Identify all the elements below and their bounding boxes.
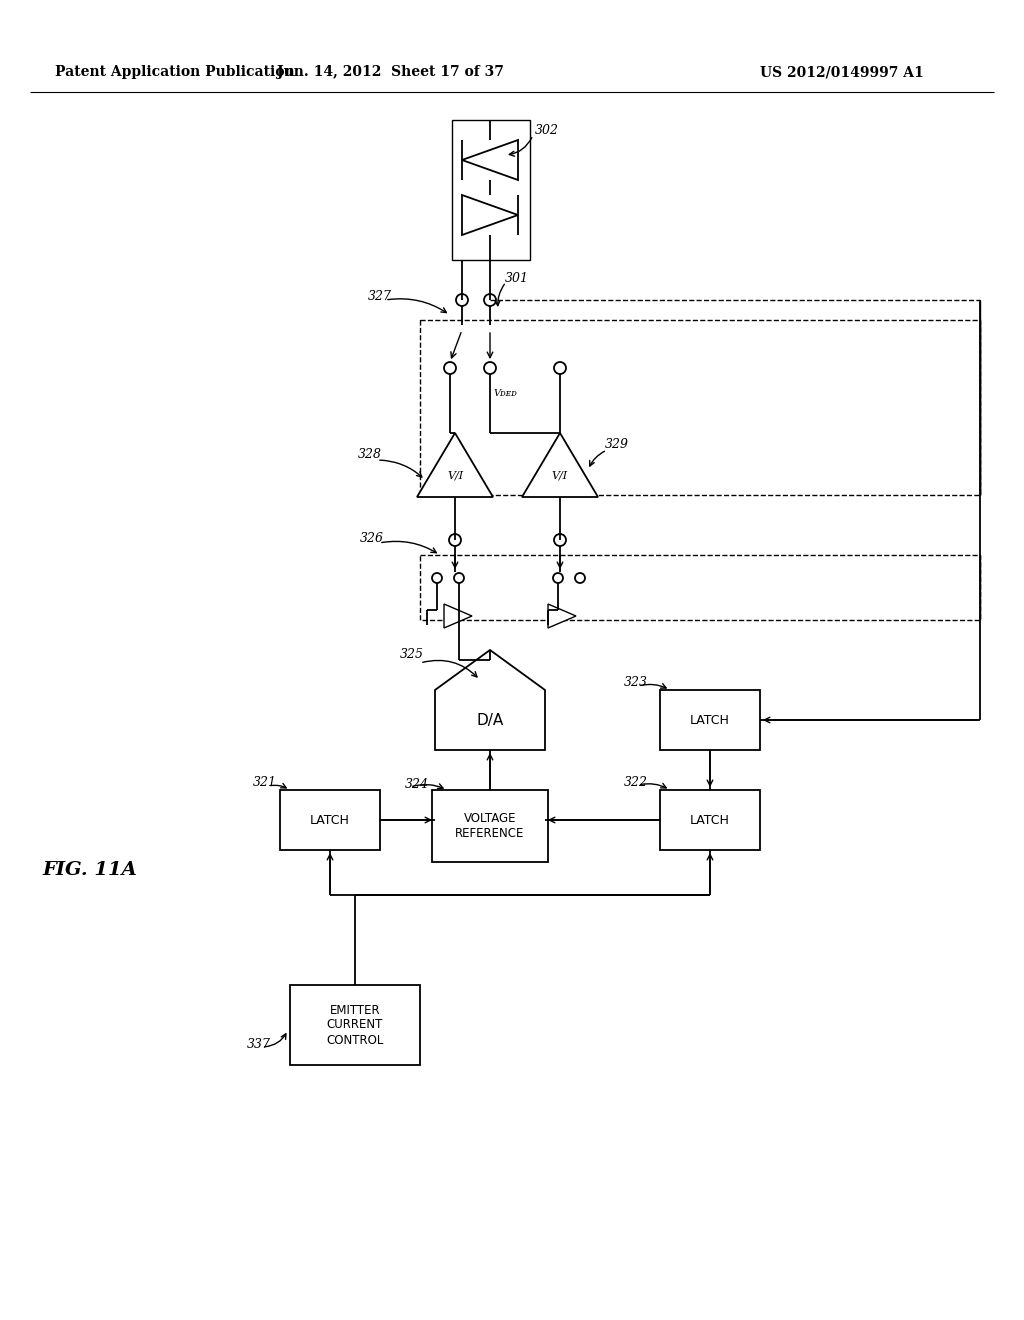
Text: 323: 323: [624, 676, 648, 689]
Text: 328: 328: [358, 449, 382, 462]
Text: 324: 324: [406, 779, 429, 792]
Bar: [420, 319, 980, 495]
Polygon shape: [548, 605, 575, 628]
Text: Patent Application Publication: Patent Application Publication: [55, 65, 295, 79]
Text: 302: 302: [535, 124, 559, 136]
Text: Jun. 14, 2012  Sheet 17 of 37: Jun. 14, 2012 Sheet 17 of 37: [276, 65, 504, 79]
Text: LATCH: LATCH: [310, 813, 350, 826]
Bar: [420, 554, 980, 620]
Bar: [290, 985, 420, 1065]
Text: 326: 326: [360, 532, 384, 544]
Text: EMITTER
CURRENT
CONTROL: EMITTER CURRENT CONTROL: [327, 1003, 384, 1047]
Bar: [452, 120, 530, 260]
Text: VOLTAGE
REFERENCE: VOLTAGE REFERENCE: [456, 812, 524, 840]
Polygon shape: [522, 433, 598, 498]
Text: 325: 325: [400, 648, 424, 661]
Polygon shape: [444, 605, 472, 628]
Text: LATCH: LATCH: [690, 813, 730, 826]
Bar: [660, 690, 760, 750]
Text: 329: 329: [605, 438, 629, 451]
Bar: [660, 789, 760, 850]
Text: 322: 322: [624, 776, 648, 788]
Text: D/A: D/A: [476, 713, 504, 727]
Text: 301: 301: [505, 272, 529, 285]
Text: FIG. 11A: FIG. 11A: [43, 861, 137, 879]
Text: 327: 327: [368, 289, 392, 302]
Polygon shape: [435, 649, 545, 750]
Polygon shape: [417, 433, 493, 498]
Text: US 2012/0149997 A1: US 2012/0149997 A1: [760, 65, 924, 79]
Text: LATCH: LATCH: [690, 714, 730, 726]
Polygon shape: [462, 195, 518, 235]
Text: Vᴅᴇᴅ: Vᴅᴇᴅ: [494, 388, 517, 397]
Bar: [280, 789, 380, 850]
Bar: [432, 789, 548, 862]
Text: 321: 321: [253, 776, 278, 789]
Text: V/I: V/I: [446, 470, 463, 480]
Text: V/I: V/I: [552, 470, 568, 480]
Text: 337: 337: [247, 1039, 271, 1052]
Polygon shape: [462, 140, 518, 180]
